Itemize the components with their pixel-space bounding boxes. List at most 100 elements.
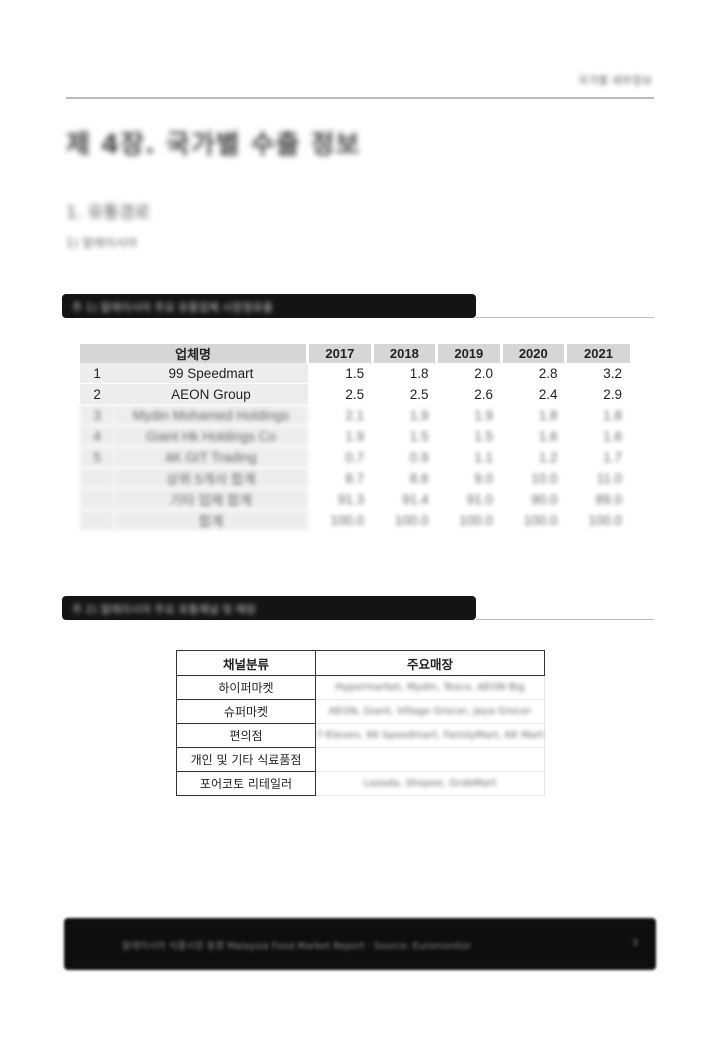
stores-text: 7-Eleven, 99 Speedmart, FamilyMart, KK M… xyxy=(316,730,544,741)
table2-heading-bar: 주 2) 말레이시아 주요 유통채널 및 매장 xyxy=(62,596,476,620)
table-header-row: 채널분류 주요매장 xyxy=(176,650,545,676)
stores-cell xyxy=(315,747,545,772)
section-title: 1. 유통경로 xyxy=(66,203,151,223)
share-value-cell: 89.0 xyxy=(565,488,630,510)
share-value-cell: 1.9 xyxy=(372,404,437,426)
share-value-cell: 90.0 xyxy=(501,488,566,510)
share-value-cell: 8.7 xyxy=(307,467,373,489)
share-value-cell: 2.4 xyxy=(501,383,566,405)
table-row: 포어코토 리테일러 Lazada, Shopee, GrabMart xyxy=(176,771,545,796)
share-value-cell: 1.8 xyxy=(501,404,566,426)
table-row: 하이퍼마켓 Hypermarket, Mydin, Tesco, AEON Big xyxy=(176,675,545,700)
stores-text: Lazada, Shopee, GrabMart xyxy=(363,778,497,789)
row-index xyxy=(80,509,115,531)
share-value-cell: 2.5 xyxy=(372,383,437,405)
share-value-cell: 0.7 xyxy=(307,446,373,468)
share-value-cell: 2.6 xyxy=(436,383,502,405)
share-value-cell: 0.9 xyxy=(372,446,437,468)
share-value-cell: 2.8 xyxy=(501,363,566,384)
share-value-cell: 1.9 xyxy=(307,425,373,447)
channel-category-cell: 하이퍼마켓 xyxy=(176,675,316,700)
share-value-cell: 1.6 xyxy=(501,425,566,447)
table-row: 5 4K GIT Trading 0.7 0.9 1.1 1.2 1.7 xyxy=(80,446,630,468)
company-name-cell: AEON Group xyxy=(114,383,308,405)
share-value-cell: 100.0 xyxy=(565,509,630,531)
share-value-cell: 1.5 xyxy=(436,425,502,447)
share-value-cell: 100.0 xyxy=(372,509,437,531)
stores-cell: 7-Eleven, 99 Speedmart, FamilyMart, KK M… xyxy=(315,723,545,748)
share-value-cell: 9.0 xyxy=(436,467,502,489)
table2-heading-text: 주 2) 말레이시아 주요 유통채널 및 매장 xyxy=(72,603,257,616)
table-header-row: 업체명 2017 2018 2019 2020 2021 xyxy=(80,344,630,363)
row-index: 1 xyxy=(80,363,115,384)
table1-heading-text: 주 1) 말레이시아 주요 유통업체 시장점유율 xyxy=(72,301,273,314)
company-name-cell: 기타 업체 합계 xyxy=(114,488,308,510)
channel-category-cell: 개인 및 기타 식료품점 xyxy=(176,747,316,772)
column-header-2019: 2019 xyxy=(436,344,503,363)
company-name-cell: 상위 5개사 합계 xyxy=(114,467,308,489)
company-name-cell: Giant Hk Holdings Co xyxy=(114,425,308,447)
share-value-cell: 1.6 xyxy=(565,425,630,447)
page-header-label: 국가별 세부정보 xyxy=(577,74,652,87)
company-name-cell: 99 Speedmart xyxy=(114,363,308,384)
table-row: 편의점 7-Eleven, 99 Speedmart, FamilyMart, K… xyxy=(176,723,545,748)
share-value-cell: 100.0 xyxy=(501,509,566,531)
footer-bar: 말레이시아 식품시장 동향 Malaysia Food Market Repor… xyxy=(64,918,656,970)
share-value-cell: 11.0 xyxy=(565,467,630,489)
table-row: 4 Giant Hk Holdings Co 1.9 1.5 1.5 1.6 1.6 xyxy=(80,425,630,447)
column-header-channel: 채널분류 xyxy=(176,650,316,676)
table1-heading-bar: 주 1) 말레이시아 주요 유통업체 시장점유율 xyxy=(62,294,476,318)
column-header-company: 업체명 xyxy=(80,344,310,363)
channel-category-cell: 슈퍼마켓 xyxy=(176,699,316,724)
market-share-table: 업체명 2017 2018 2019 2020 2021 1 99 Speedma… xyxy=(80,344,630,531)
column-header-stores: 주요매장 xyxy=(315,650,545,676)
share-value-cell: 1.2 xyxy=(501,446,566,468)
column-header-2021: 2021 xyxy=(565,344,630,363)
stores-text: Hypermarket, Mydin, Tesco, AEON Big xyxy=(335,682,525,693)
share-value-cell: 2.9 xyxy=(565,383,630,405)
share-value-cell: 91.0 xyxy=(436,488,502,510)
share-value-cell: 1.9 xyxy=(436,404,502,426)
share-value-cell: 2.0 xyxy=(436,363,502,384)
company-name-cell: 합계 xyxy=(114,509,308,531)
share-value-cell: 8.6 xyxy=(372,467,437,489)
channel-category-cell: 포어코토 리테일러 xyxy=(176,771,316,796)
subsection-title: 1) 말레이시아 xyxy=(66,236,138,250)
share-value-cell: 91.3 xyxy=(307,488,373,510)
share-value-cell: 1.7 xyxy=(565,446,630,468)
share-value-cell: 2.5 xyxy=(307,383,373,405)
share-value-cell: 91.4 xyxy=(372,488,437,510)
share-value-cell: 1.8 xyxy=(372,363,437,384)
table-row: 기타 업체 합계 91.3 91.4 91.0 90.0 89.0 xyxy=(80,488,630,510)
stores-cell: Hypermarket, Mydin, Tesco, AEON Big xyxy=(315,675,545,700)
channel-category-cell: 편의점 xyxy=(176,723,316,748)
stores-cell: AEON, Giant, Village Grocer, Jaya Grocer xyxy=(315,699,545,724)
column-header-2018: 2018 xyxy=(372,344,439,363)
share-value-cell: 100.0 xyxy=(436,509,502,531)
company-name-cell: Mydin Mohamed Holdings xyxy=(114,404,308,426)
chapter-title: 제 4장. 국가별 수출 정보 xyxy=(66,130,361,160)
table-row: 슈퍼마켓 AEON, Giant, Village Grocer, Jaya Gr… xyxy=(176,699,545,724)
column-header-2020: 2020 xyxy=(501,344,568,363)
stores-cell: Lazada, Shopee, GrabMart xyxy=(315,771,545,796)
footer-text: 말레이시아 식품시장 동향 Malaysia Food Market Repor… xyxy=(122,941,472,952)
stores-text: AEON, Giant, Village Grocer, Jaya Grocer xyxy=(328,706,532,717)
share-value-cell: 100.0 xyxy=(307,509,373,531)
share-value-cell: 1.8 xyxy=(565,404,630,426)
row-index: 2 xyxy=(80,383,115,405)
table-row: 3 Mydin Mohamed Holdings 2.1 1.9 1.9 1.8 1.8 xyxy=(80,404,630,426)
table-row: 합계 100.0 100.0 100.0 100.0 100.0 xyxy=(80,509,630,531)
table2-heading-rule xyxy=(476,619,654,620)
column-header-2017: 2017 xyxy=(307,344,374,363)
table-row: 상위 5개사 합계 8.7 8.6 9.0 10.0 11.0 xyxy=(80,467,630,489)
table-row: 2 AEON Group 2.5 2.5 2.6 2.4 2.9 xyxy=(80,383,630,405)
share-value-cell: 1.1 xyxy=(436,446,502,468)
header-divider xyxy=(66,97,654,99)
share-value-cell: 3.2 xyxy=(565,363,630,384)
table-row: 1 99 Speedmart 1.5 1.8 2.0 2.8 3.2 xyxy=(80,363,630,384)
row-index xyxy=(80,467,115,489)
table-row: 개인 및 기타 식료품점 xyxy=(176,747,545,772)
share-value-cell: 10.0 xyxy=(501,467,566,489)
share-value-cell: 1.5 xyxy=(372,425,437,447)
row-index: 3 xyxy=(80,404,115,426)
